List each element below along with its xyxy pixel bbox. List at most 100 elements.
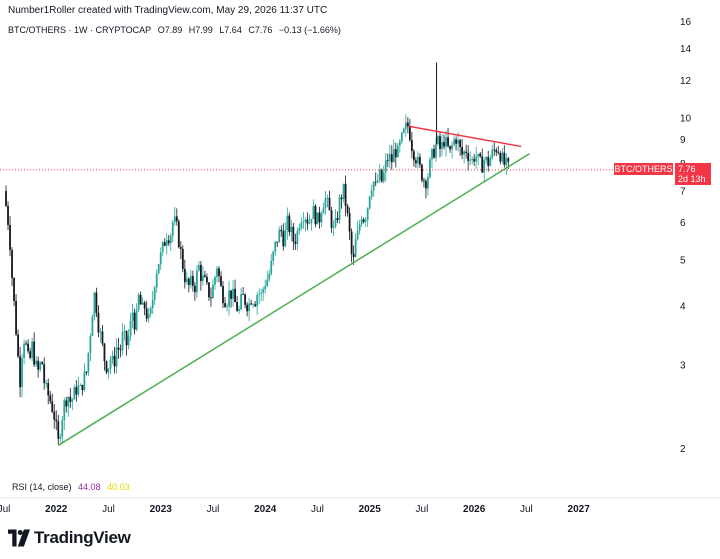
candle-body: [282, 231, 285, 247]
rsi-value: 44.08: [78, 482, 101, 492]
candle-body: [400, 132, 403, 142]
candle-body: [143, 302, 146, 309]
candle-body: [402, 128, 405, 133]
y-tick-label: 9: [680, 135, 686, 146]
candle-body: [37, 360, 40, 370]
candle-body: [396, 145, 399, 158]
candle-body: [99, 331, 102, 333]
candle-body: [499, 153, 502, 162]
candle-body: [246, 304, 249, 312]
candle-body: [236, 302, 238, 312]
candle-body: [191, 276, 194, 286]
candle-body: [179, 247, 182, 249]
candle-body: [189, 276, 192, 285]
candle-body: [103, 343, 106, 362]
candle-body: [147, 313, 150, 319]
candle-body: [376, 180, 379, 183]
candle-body: [340, 197, 343, 200]
candle-body: [412, 151, 415, 161]
candle-body: [467, 153, 470, 161]
candle-body: [41, 362, 44, 365]
candle-body: [495, 150, 498, 153]
candle-body: [155, 273, 158, 288]
candle-body: [173, 216, 176, 223]
y-tick-label: 5: [680, 256, 686, 267]
rsi-legend[interactable]: RSI (14, close) 44.08 40.03: [12, 482, 130, 492]
candle-body: [274, 241, 277, 252]
candle-body: [491, 149, 494, 158]
candle-body: [81, 384, 84, 391]
x-tick-label: 2022: [45, 504, 68, 515]
candle-body: [485, 157, 488, 161]
candle-body: [336, 218, 339, 220]
candle-body: [435, 144, 437, 158]
ohlc-close: C7.76: [248, 25, 273, 35]
candle-body: [63, 400, 66, 421]
candle-body: [433, 148, 435, 158]
candle-body: [7, 205, 9, 225]
y-tick-label: 7: [680, 187, 686, 198]
tradingview-logo-icon: [8, 529, 30, 547]
candle-body: [145, 308, 148, 319]
candle-body: [105, 361, 108, 373]
candle-body: [111, 355, 114, 360]
candle-body: [230, 290, 232, 299]
candle-body: [228, 290, 230, 307]
candle-body: [216, 268, 218, 278]
candle-body: [344, 183, 347, 206]
y-tick-label: 12: [680, 76, 692, 87]
candle-body: [304, 219, 307, 222]
candle-body: [308, 223, 311, 224]
candle-body: [294, 241, 297, 244]
price-label-value: 7.76: [678, 164, 696, 174]
ohlc-open: O7.89: [157, 25, 183, 35]
ohlc-change: −0.13 (−1.66%): [278, 25, 341, 35]
candle-body: [316, 212, 319, 225]
symbol-info-bar[interactable]: BTC/OTHERS · 1W · CRYPTOCAP O7.89 H7.99 …: [8, 25, 345, 35]
rsi-label: RSI (14, close): [12, 482, 72, 492]
candle-body: [384, 160, 387, 173]
symbol-name[interactable]: BTC/OTHERS · 1W · CRYPTOCAP: [8, 25, 152, 35]
candle-body: [250, 303, 253, 305]
candle-body: [177, 221, 180, 248]
tradingview-brand[interactable]: TradingView: [8, 528, 131, 548]
candle-body: [224, 303, 226, 307]
candle-body: [451, 145, 453, 150]
candle-body: [238, 309, 240, 312]
candle-body: [31, 341, 34, 358]
candle-body: [242, 294, 245, 296]
candle-body: [475, 156, 478, 162]
candle-body: [262, 289, 265, 293]
candle-body: [322, 207, 325, 214]
candle-body: [350, 231, 353, 254]
candle-body: [334, 218, 337, 227]
candle-body: [427, 177, 429, 189]
candle-body: [268, 273, 271, 280]
chart-watermark-note: Number1Roller created with TradingView.c…: [8, 5, 328, 16]
candle-body: [266, 279, 269, 286]
candle-body: [501, 152, 504, 162]
candle-body: [85, 371, 88, 373]
candles-group: [5, 62, 510, 445]
candle-body: [23, 343, 25, 359]
candle-body: [133, 312, 136, 330]
y-tick-label: 14: [680, 44, 692, 55]
candle-body: [302, 221, 305, 223]
candle-body: [55, 419, 58, 422]
candle-body: [443, 142, 445, 147]
candle-body: [439, 136, 441, 149]
candle-body: [139, 294, 142, 305]
candle-body: [290, 226, 293, 233]
candle-body: [260, 292, 263, 294]
candle-body: [352, 253, 355, 258]
candle-body: [358, 224, 361, 231]
candle-body: [206, 276, 208, 283]
candle-body: [380, 169, 383, 182]
candle-body: [296, 230, 299, 244]
candle-body: [35, 360, 38, 365]
candle-body: [107, 368, 110, 373]
candle-body: [404, 122, 407, 129]
candle-body: [183, 268, 186, 283]
candle-body: [208, 282, 210, 298]
